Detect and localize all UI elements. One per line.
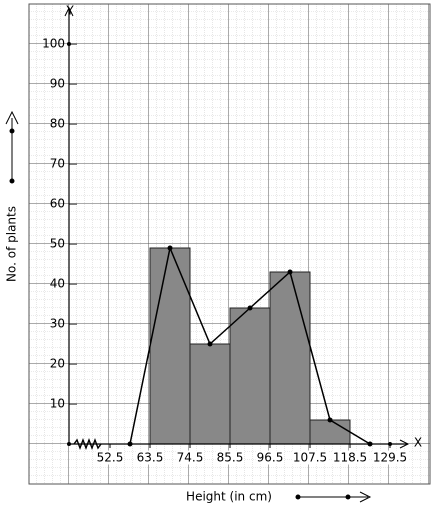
y-tick-label: 50 bbox=[50, 237, 65, 251]
x-tick-label: 118.5 bbox=[333, 451, 367, 465]
end-dot bbox=[388, 442, 392, 446]
x-axis-label: Height (in cm) bbox=[186, 490, 272, 504]
bar bbox=[149, 247, 191, 445]
x-tick-label: 74.5 bbox=[177, 451, 204, 465]
y-tick-label: 30 bbox=[50, 317, 65, 331]
bar bbox=[229, 307, 271, 445]
graph-paper bbox=[28, 3, 431, 485]
x-tick-label-bg bbox=[291, 450, 329, 465]
y-tick-label: 90 bbox=[50, 77, 65, 91]
x-tick-label-bg bbox=[255, 450, 285, 465]
x-tick-label-bg bbox=[95, 450, 125, 465]
y-axis-label: No. of plants bbox=[5, 206, 19, 282]
x-arrow bbox=[399, 439, 410, 449]
y-tick-label: 40 bbox=[50, 277, 65, 291]
y-arrow bbox=[64, 6, 74, 17]
y-top-dot bbox=[67, 42, 71, 46]
x-tick-label-bg bbox=[215, 450, 245, 465]
polygon-point bbox=[367, 441, 373, 447]
polygon-point bbox=[127, 441, 133, 447]
y-tick-label: 70 bbox=[50, 157, 65, 171]
decoration bbox=[5, 110, 372, 503]
x-tick-label-bg bbox=[371, 450, 409, 465]
x-tick-label: 107.5 bbox=[293, 451, 327, 465]
bar bbox=[269, 271, 311, 445]
y-tick-label: 20 bbox=[50, 357, 65, 371]
x-tick-label: 52.5 bbox=[97, 451, 124, 465]
x-tick-label-bg bbox=[331, 450, 369, 465]
x-tick-label: 85.5 bbox=[217, 451, 244, 465]
x-tick-label-bg bbox=[175, 450, 205, 465]
bar bbox=[189, 343, 231, 445]
polygon-point bbox=[247, 305, 253, 311]
plot-area: 10 20 30 40 50 60 70 80 90 100 52.5 63.5 74.5 85.5 96.… bbox=[42, 6, 410, 465]
y-tick-label: 60 bbox=[50, 197, 65, 211]
y-tick-label: 80 bbox=[50, 117, 65, 131]
x-tick-label: 96.5 bbox=[257, 451, 284, 465]
y-tick-label: 10 bbox=[50, 397, 65, 411]
y-axis-letter: Y bbox=[65, 4, 74, 18]
x-axis-letter: X bbox=[414, 436, 422, 450]
polygon-point bbox=[167, 245, 173, 251]
polygon-point bbox=[287, 269, 293, 275]
x-tick-label: 63.5 bbox=[137, 451, 164, 465]
x-tick-label-bg bbox=[135, 450, 165, 465]
y-tick-label: 100 bbox=[42, 37, 65, 51]
x-tick-label: 129.5 bbox=[373, 451, 407, 465]
axis-break bbox=[73, 438, 102, 450]
origin-dot bbox=[67, 442, 71, 446]
polygon-point bbox=[207, 341, 213, 347]
bar bbox=[309, 419, 351, 445]
polygon-point bbox=[327, 417, 333, 423]
